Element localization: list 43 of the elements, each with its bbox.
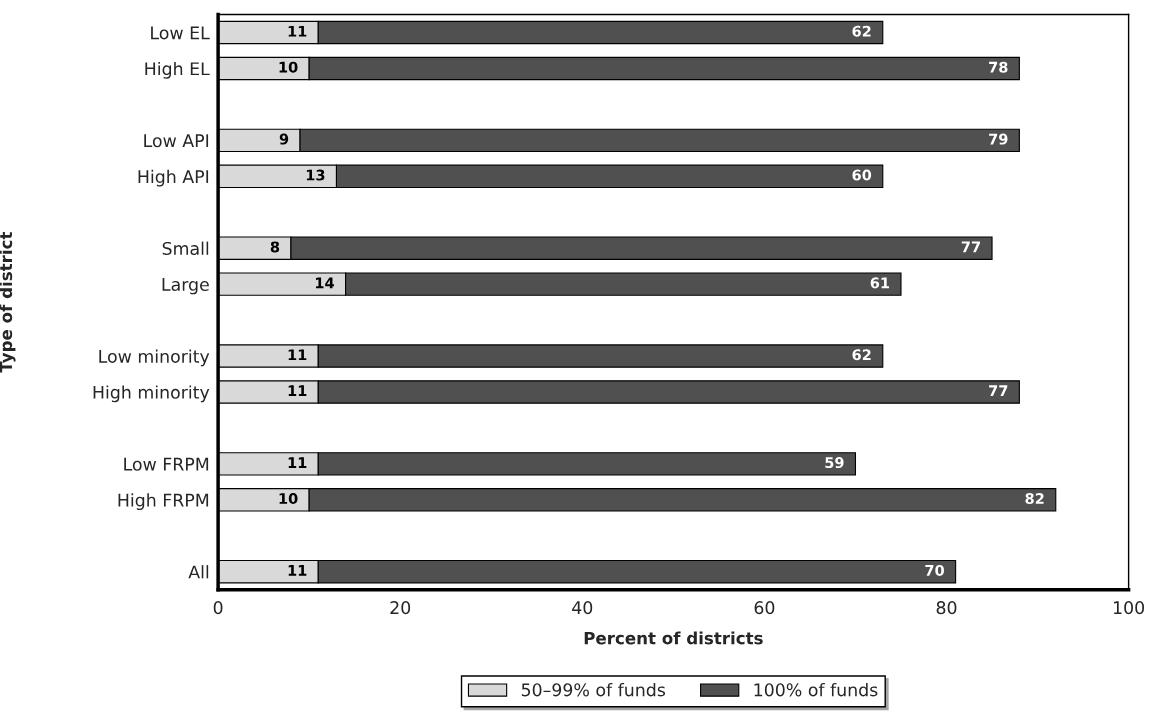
y-tick-label: Small — [162, 241, 209, 256]
y-tick-label: High API — [138, 169, 209, 187]
x-axis-title: Percent of districts — [584, 631, 763, 645]
data-label: 61 — [870, 277, 890, 289]
x-tick-label: 20 — [390, 601, 411, 615]
data-label: 11 — [288, 349, 307, 361]
data-label: 11 — [288, 457, 307, 468]
y-axis-title: Type of district — [0, 231, 16, 373]
y-tick-label: Low minority — [99, 349, 210, 367]
y-tick-label: Low FRPM — [124, 457, 209, 471]
data-label: 60 — [852, 169, 872, 181]
data-label: 11 — [288, 385, 307, 397]
data-label: 9 — [279, 133, 289, 145]
data-label: 78 — [989, 61, 1008, 73]
data-label: 62 — [852, 25, 871, 37]
data-label: 10 — [279, 61, 298, 73]
y-tick-label: Low EL — [151, 26, 210, 40]
x-tick-label: 0 — [213, 601, 223, 615]
x-tick-label: 100 — [1113, 601, 1145, 615]
y-tick-label: Large — [162, 278, 209, 295]
x-tick-label: 60 — [754, 601, 775, 615]
data-label: 11 — [288, 25, 307, 37]
y-tick-label: High EL — [145, 61, 210, 79]
y-tick-label: All — [188, 565, 209, 579]
legend-label: 50–99% of funds — [521, 682, 666, 697]
data-label: 8 — [270, 241, 280, 253]
data-label: 14 — [316, 277, 334, 289]
data-label: 10 — [279, 493, 298, 505]
data-label: 62 — [852, 349, 871, 361]
data-label: 79 — [989, 133, 1008, 145]
y-tick-label: High FRPM — [118, 493, 209, 511]
data-label: 59 — [825, 457, 844, 469]
data-label: 82 — [1025, 493, 1044, 505]
legend-label: 100% of funds — [754, 682, 878, 697]
data-label: 70 — [925, 564, 944, 576]
x-tick-label: 40 — [572, 601, 593, 615]
data-label: 77 — [989, 385, 1008, 397]
y-tick-label: High minority — [93, 385, 210, 403]
data-label: 11 — [288, 565, 307, 576]
x-tick-label: 80 — [936, 601, 957, 615]
data-label: 77 — [961, 241, 980, 253]
y-tick-label: Low API — [144, 134, 209, 148]
data-label: 13 — [306, 169, 325, 181]
